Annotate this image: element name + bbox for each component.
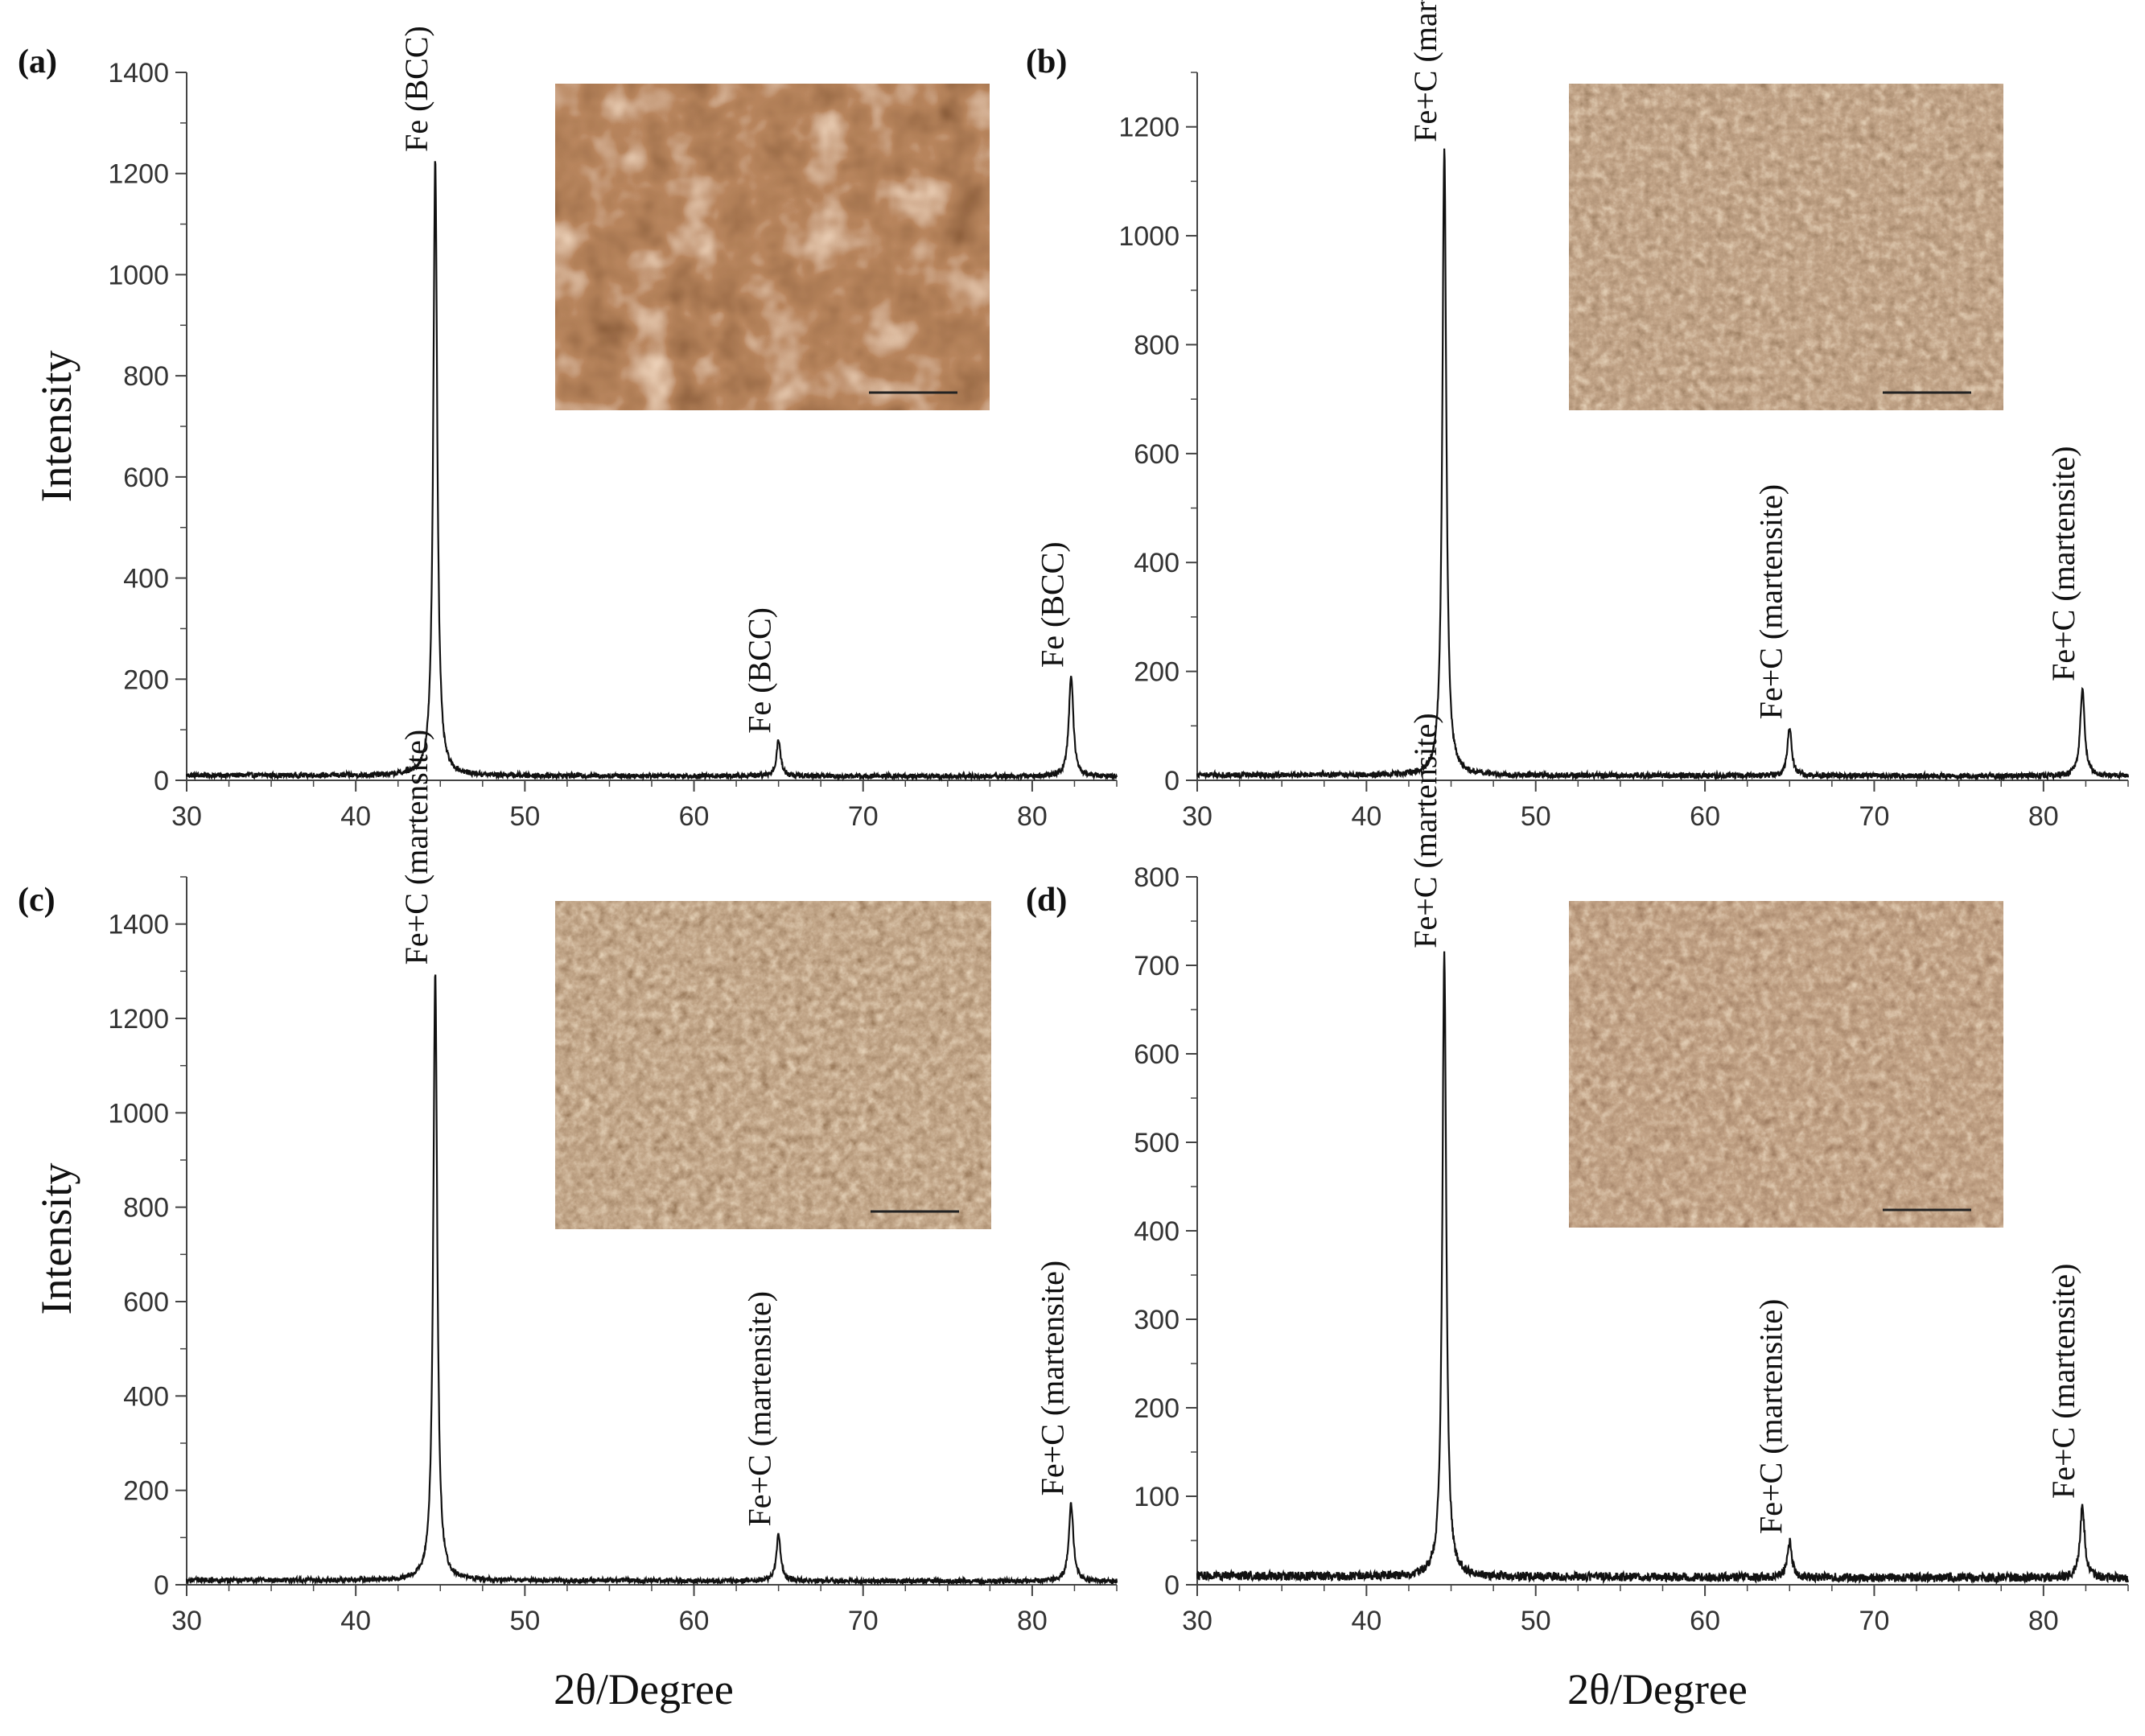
x-tick-label: 60 — [679, 801, 710, 832]
y-tick-label: 400 — [1134, 1216, 1180, 1247]
panel-label: (d) — [1026, 882, 1067, 919]
x-tick-label: 60 — [1690, 801, 1720, 832]
x-tick-label: 80 — [1017, 1606, 1048, 1636]
x-tick-label: 70 — [1859, 1606, 1890, 1636]
y-tick-label: 600 — [1134, 1039, 1180, 1070]
xrd-pattern-line — [1196, 951, 2130, 1586]
y-tick-label: 1200 — [108, 159, 169, 190]
panel-label: (b) — [1026, 43, 1067, 80]
y-tick-label: 1000 — [108, 260, 169, 290]
x-tick-label: 80 — [1017, 801, 1048, 832]
y-tick-label: 100 — [1134, 1482, 1180, 1512]
y-tick-label: 300 — [1134, 1305, 1180, 1335]
y-tick-label: 0 — [154, 1570, 169, 1601]
y-tick-label: 200 — [1134, 1393, 1180, 1424]
y-tick-label: 0 — [154, 766, 169, 796]
x-axis-title-left: 2θ/Degree — [554, 1665, 734, 1713]
x-tick-label: 80 — [2028, 801, 2059, 832]
peak-label: Fe+C (martensite) — [1752, 1299, 1789, 1534]
y-tick-label: 0 — [1164, 1570, 1180, 1601]
x-tick-label: 70 — [1859, 801, 1890, 832]
peak-label: Fe (BCC) — [398, 26, 434, 152]
micrograph-inset — [555, 901, 991, 1229]
y-tick-label: 1200 — [1118, 113, 1180, 143]
y-tick-label: 200 — [123, 1476, 169, 1507]
y-tick-label: 500 — [1134, 1128, 1180, 1158]
x-tick-label: 50 — [1521, 801, 1551, 832]
peak-label: Fe+C (martensite) — [1407, 0, 1443, 142]
y-tick-label: 800 — [1134, 862, 1180, 893]
xrd-pattern-line — [185, 161, 1118, 783]
peak-label: Fe+C (martensite) — [742, 1291, 778, 1526]
x-tick-label: 80 — [2028, 1606, 2059, 1636]
x-tick-label: 30 — [1182, 801, 1212, 832]
y-tick-label: 1200 — [108, 1004, 169, 1035]
x-tick-label: 30 — [171, 801, 202, 832]
y-tick-label: 400 — [123, 1381, 169, 1412]
micrograph-inset — [555, 84, 990, 410]
y-axis-title-top: Intensity — [32, 351, 80, 503]
x-tick-label: 70 — [848, 801, 879, 832]
y-tick-label: 1400 — [108, 58, 169, 88]
y-tick-label: 600 — [123, 1287, 169, 1318]
y-tick-label: 400 — [1134, 548, 1180, 578]
peak-label: Fe+C (martensite) — [2045, 446, 2081, 681]
x-tick-label: 60 — [1690, 1606, 1720, 1636]
x-tick-label: 30 — [1182, 1606, 1212, 1636]
x-axis-title-right: 2θ/Degree — [1567, 1665, 1748, 1713]
x-tick-label: 60 — [679, 1606, 710, 1636]
y-tick-label: 700 — [1134, 951, 1180, 981]
x-tick-label: 40 — [1351, 801, 1381, 832]
x-tick-label: 30 — [171, 1606, 202, 1636]
peak-label: Fe+C (martensite) — [1407, 713, 1443, 948]
peak-label: Fe (BCC) — [1034, 541, 1070, 668]
peak-label: Fe+C (martensite) — [1752, 484, 1789, 719]
xrd-panel: (a) 0 200 400 600 800 1000 1200 1400 30 40 50 60 70 80… — [18, 26, 1118, 832]
y-tick-label: 600 — [123, 463, 169, 493]
xrd-pattern-line — [1196, 148, 2130, 782]
xrd-pattern-line — [185, 974, 1118, 1587]
peak-label: Fe+C (martensite) — [2045, 1264, 2081, 1499]
x-tick-label: 40 — [340, 801, 371, 832]
y-tick-label: 600 — [1134, 439, 1180, 470]
peak-label: Fe (BCC) — [742, 607, 778, 734]
y-tick-label: 1400 — [108, 910, 169, 940]
y-tick-label: 200 — [1134, 657, 1180, 688]
y-tick-label: 800 — [1134, 330, 1180, 360]
x-tick-label: 50 — [509, 801, 540, 832]
peak-label: Fe+C (martensite) — [1034, 1261, 1070, 1495]
y-tick-label: 400 — [123, 564, 169, 594]
peak-label: Fe+C (martensite) — [398, 730, 434, 965]
y-axis-title-bottom: Intensity — [32, 1163, 80, 1315]
x-tick-label: 50 — [509, 1606, 540, 1636]
x-tick-label: 70 — [848, 1606, 879, 1636]
y-tick-label: 0 — [1164, 766, 1180, 796]
xrd-panel: (b) 0 200 400 600 800 1000 1200 30 40 50 60 70 80 Fe+C… — [1026, 0, 2130, 832]
x-tick-label: 50 — [1521, 1606, 1551, 1636]
micrograph-inset — [1569, 901, 2003, 1228]
panel-label: (a) — [18, 43, 57, 80]
y-tick-label: 200 — [123, 664, 169, 695]
panel-label: (c) — [18, 882, 56, 919]
x-tick-label: 40 — [340, 1606, 371, 1636]
y-tick-label: 800 — [123, 1193, 169, 1224]
y-tick-label: 800 — [123, 361, 169, 392]
y-tick-label: 1000 — [1118, 221, 1180, 252]
micrograph-inset — [1569, 84, 2003, 410]
y-tick-label: 1000 — [108, 1098, 169, 1129]
x-tick-label: 40 — [1351, 1606, 1381, 1636]
